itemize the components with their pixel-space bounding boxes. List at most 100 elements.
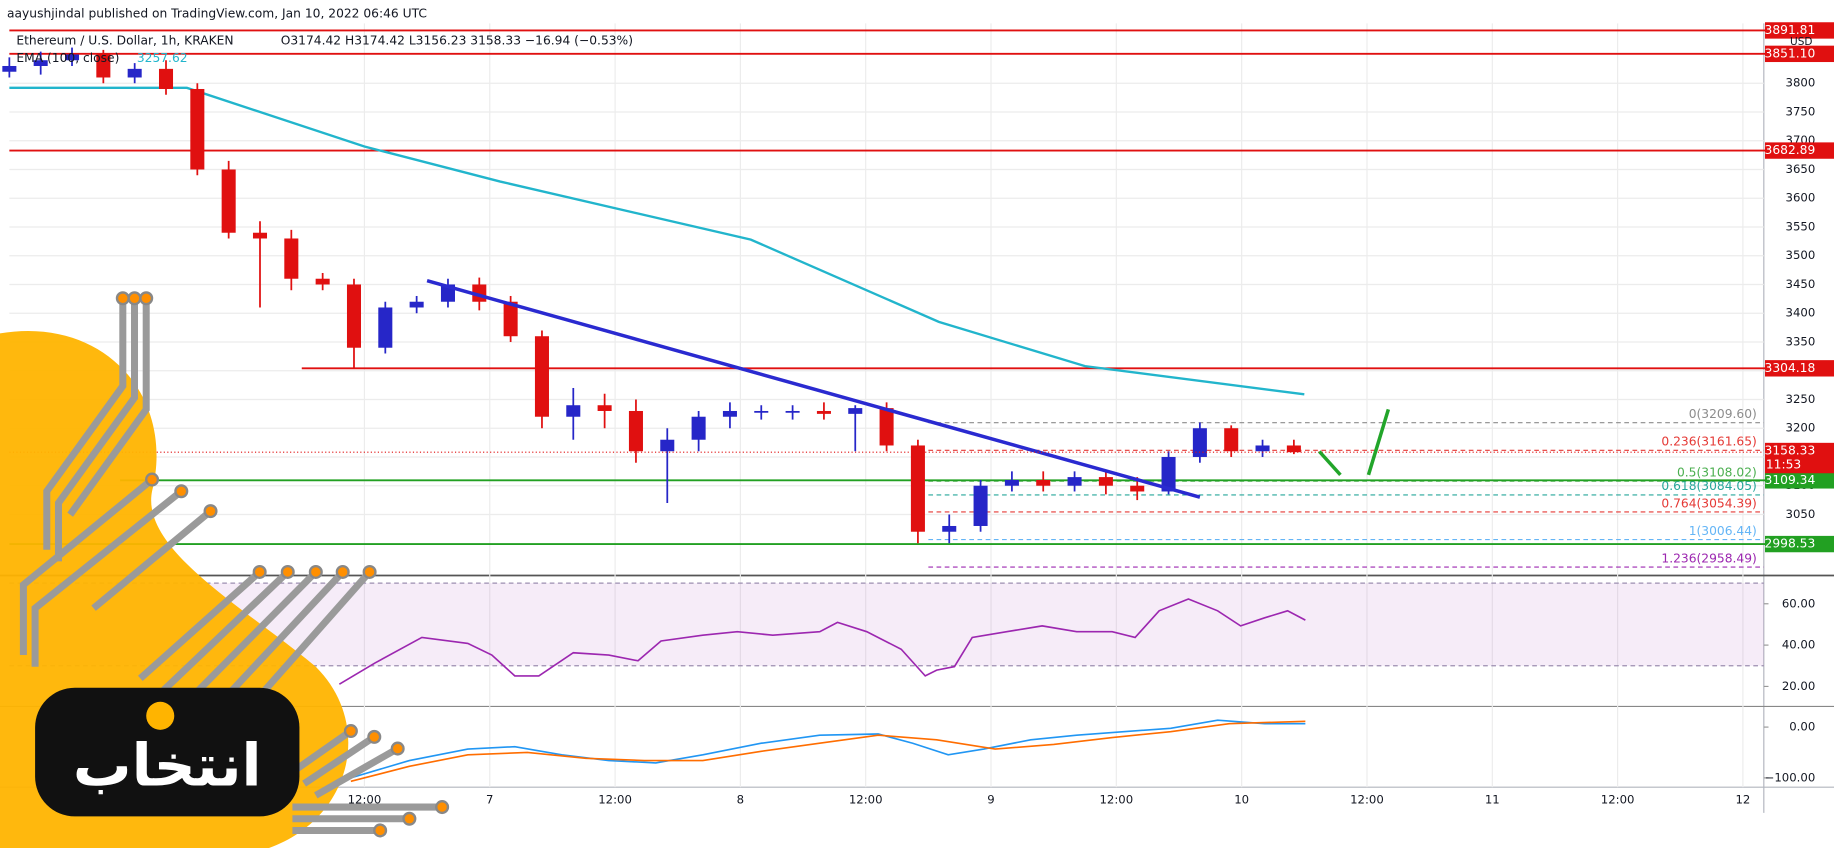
last-price: 3158.33 bbox=[1765, 444, 1816, 458]
fib-label: 0.764(3054.39) bbox=[1661, 496, 1756, 510]
level-label: 3891.81 bbox=[1765, 23, 1816, 37]
candle-body bbox=[1130, 485, 1145, 492]
x-tick-label: 12:00 bbox=[1350, 793, 1384, 807]
ema-name: EMA (100, close) bbox=[16, 51, 119, 65]
logo-coin bbox=[146, 701, 175, 730]
y-tick-label: 3800 bbox=[1786, 76, 1816, 90]
x-tick-label: 10 bbox=[1234, 793, 1249, 807]
y-tick-label: 40.00 bbox=[1782, 638, 1815, 652]
publisher: aayushjindal published on TradingView.co… bbox=[7, 7, 427, 21]
y-tick-label: 3600 bbox=[1786, 191, 1816, 205]
x-tick-label: 11 bbox=[1485, 793, 1500, 807]
candle-body bbox=[879, 408, 894, 446]
circuit-dots bbox=[115, 291, 450, 838]
trendline bbox=[426, 278, 1201, 499]
arrow bbox=[1318, 450, 1342, 477]
candle-body bbox=[127, 68, 142, 78]
fib-label: 0(3209.60) bbox=[1689, 407, 1757, 421]
y-tick-label: 3650 bbox=[1786, 162, 1816, 176]
candle-body bbox=[409, 301, 424, 308]
y-tick-label: 3750 bbox=[1786, 104, 1816, 118]
candle-body bbox=[284, 238, 299, 279]
level-label-bg bbox=[1764, 142, 1834, 159]
series-line bbox=[350, 719, 1306, 779]
fib-label: 0.618(3084.05) bbox=[1661, 479, 1756, 493]
candle-body bbox=[1286, 445, 1301, 453]
candle-body bbox=[566, 405, 581, 417]
arrow bbox=[1366, 408, 1391, 476]
candle-body bbox=[2, 65, 17, 72]
x-tick-label: 9 bbox=[987, 793, 994, 807]
candle-body bbox=[1067, 477, 1082, 486]
x-tick-label: 7 bbox=[486, 793, 493, 807]
y-tick-label: 3250 bbox=[1786, 392, 1816, 406]
candle-body bbox=[315, 278, 330, 285]
series-line bbox=[338, 598, 1306, 685]
candle-body bbox=[910, 445, 925, 532]
candle-body bbox=[816, 410, 831, 414]
candle-body bbox=[158, 68, 174, 89]
candle-body bbox=[221, 169, 236, 233]
x-tick-label: 12:00 bbox=[348, 793, 382, 807]
candle-body bbox=[628, 410, 643, 452]
candle-body bbox=[848, 408, 863, 414]
candle-body bbox=[973, 485, 988, 526]
candle-body bbox=[1098, 477, 1113, 486]
level-label-bg bbox=[1764, 22, 1834, 39]
level-label: 3304.18 bbox=[1765, 361, 1816, 375]
x-tick-label: 12:00 bbox=[1601, 793, 1635, 807]
fib-label: 1(3006.44) bbox=[1689, 524, 1757, 538]
watermark: انتخاب bbox=[0, 291, 450, 848]
y-tick-label: 3400 bbox=[1786, 306, 1816, 320]
y-tick-label: 0.00 bbox=[1789, 720, 1815, 734]
level-label: 3109.34 bbox=[1765, 473, 1816, 487]
candle-body bbox=[378, 307, 393, 348]
last-price-bg bbox=[1764, 442, 1834, 474]
candle-body bbox=[252, 232, 268, 239]
y-tick-label: 20.00 bbox=[1782, 679, 1815, 693]
ema-line bbox=[9, 86, 1305, 396]
circuit bbox=[19, 298, 443, 834]
candle-body bbox=[190, 88, 205, 170]
candle-body bbox=[1036, 479, 1051, 486]
candle-body bbox=[1255, 445, 1270, 452]
candle-body bbox=[691, 416, 706, 440]
candle-body bbox=[942, 525, 957, 532]
x-tick-label: 12:00 bbox=[849, 793, 883, 807]
y-tick-label: 3550 bbox=[1786, 219, 1816, 233]
candle-body bbox=[754, 410, 769, 413]
candle-body bbox=[503, 301, 518, 337]
symbol: Ethereum / U.S. Dollar, 1h, KRAKEN bbox=[16, 33, 233, 47]
y-tick-label: 3350 bbox=[1786, 334, 1816, 348]
series-line bbox=[350, 720, 1306, 783]
candle-body bbox=[346, 284, 362, 348]
level-label-bg bbox=[1764, 45, 1834, 63]
x-tick-label: 8 bbox=[737, 793, 744, 807]
level-label: 3851.10 bbox=[1765, 46, 1816, 60]
fib-label: 0.236(3161.65) bbox=[1661, 435, 1756, 449]
level-label-bg bbox=[1764, 472, 1834, 489]
candle-body bbox=[1004, 479, 1019, 486]
y-tick-label: 3050 bbox=[1786, 507, 1816, 521]
x-tick-label: 12 bbox=[1735, 793, 1750, 807]
level-label: 3682.89 bbox=[1765, 143, 1816, 157]
y-tick-label: 3500 bbox=[1786, 248, 1816, 262]
ema-value: 3257.62 bbox=[137, 51, 188, 65]
candle-body bbox=[785, 410, 800, 413]
candle-body bbox=[1161, 456, 1176, 492]
candle-body bbox=[660, 439, 675, 452]
ohlc: O3174.42 H3174.42 L3156.23 3158.33 −16.9… bbox=[281, 33, 633, 47]
logo-box bbox=[35, 687, 300, 817]
candle-body bbox=[534, 336, 549, 417]
candle-body bbox=[597, 405, 612, 411]
y-tick-label: −100.00 bbox=[1765, 770, 1816, 784]
y-tick-label: 3200 bbox=[1786, 421, 1816, 435]
candle-body bbox=[1192, 428, 1207, 457]
candle-body bbox=[33, 60, 48, 66]
x-tick-label: 12:00 bbox=[1099, 793, 1133, 807]
level-label: 2998.53 bbox=[1765, 537, 1816, 551]
candle-body bbox=[1224, 428, 1239, 452]
candle-body bbox=[96, 54, 111, 78]
fib-label: 0.5(3108.02) bbox=[1677, 465, 1757, 479]
